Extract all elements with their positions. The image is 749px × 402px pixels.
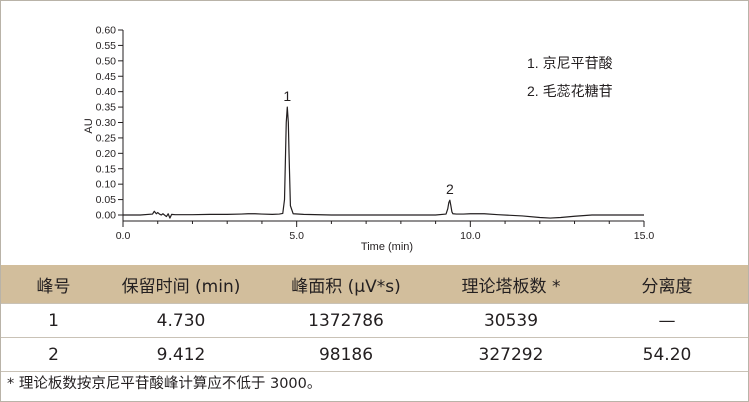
- y-axis-label: AU: [83, 118, 95, 133]
- chromatogram-chart: 0.00 0.05 0.10 0.15 0.20 0.25 0.30 0.35 0.40 0.45…: [1, 1, 748, 263]
- cell-peak-no: 1: [1, 304, 106, 338]
- y-tick-label: 0.55: [96, 40, 117, 52]
- y-tick-label: 0.25: [96, 132, 117, 144]
- legend-item-1: 1. 京尼平苷酸: [527, 55, 613, 71]
- cell-resolution: —: [586, 304, 748, 338]
- chromatogram-trace: [123, 107, 644, 218]
- cell-theoretical-plates: 327292: [436, 338, 586, 372]
- cell-peak-area: 98186: [256, 338, 436, 372]
- cell-retention-time: 4.730: [106, 304, 256, 338]
- header-retention-time: 保留时间 (min): [106, 265, 256, 304]
- x-axis-label: Time (min): [361, 241, 413, 253]
- peak-labels: 12: [283, 88, 454, 197]
- y-tick-label: 0.40: [96, 86, 117, 98]
- y-tick-label: 0.30: [96, 117, 117, 129]
- peak-label-2: 2: [446, 181, 454, 197]
- y-tick-label: 0.20: [96, 148, 117, 160]
- footnote: * 理论板数按京尼平苷酸峰计算应不低于 3000。: [7, 372, 321, 393]
- y-tick-label: 0.10: [96, 179, 117, 191]
- header-peak-area: 峰面积 (μV*s): [256, 265, 436, 304]
- header-peak-no: 峰号: [1, 265, 106, 304]
- series-layer: [123, 107, 644, 218]
- y-tick-label: 0.45: [96, 71, 117, 83]
- table-row: 1 4.730 1372786 30539 —: [1, 304, 748, 338]
- cell-resolution: 54.20: [586, 338, 748, 372]
- peak-table: 峰号 保留时间 (min) 峰面积 (μV*s) 理论塔板数 * 分离度 1 4…: [1, 265, 748, 372]
- peak-label-1: 1: [283, 88, 291, 104]
- y-tick-label: 0.35: [96, 102, 117, 114]
- x-tick-label: 0.0: [116, 230, 131, 242]
- header-theoretical-plates: 理论塔板数 *: [436, 265, 586, 304]
- cell-peak-area: 1372786: [256, 304, 436, 338]
- chromatogram-svg: 0.00 0.05 0.10 0.15 0.20 0.25 0.30 0.35 0.40 0.45…: [1, 1, 748, 263]
- x-tick-label: 10.0: [460, 230, 481, 242]
- y-tick-label: 0.60: [96, 25, 117, 37]
- y-tick-label: 0.00: [96, 210, 117, 222]
- cell-peak-no: 2: [1, 338, 106, 372]
- y-tick-label: 0.50: [96, 55, 117, 67]
- cell-retention-time: 9.412: [106, 338, 256, 372]
- table-header-row: 峰号 保留时间 (min) 峰面积 (μV*s) 理论塔板数 * 分离度: [1, 265, 748, 304]
- x-tick-label: 5.0: [289, 230, 304, 242]
- table-row: 2 9.412 98186 327292 54.20: [1, 338, 748, 372]
- y-tick-label: 0.15: [96, 163, 117, 175]
- header-resolution: 分离度: [586, 265, 748, 304]
- y-tick-label: 0.05: [96, 194, 117, 206]
- legend-item-2: 2. 毛蕊花糖苷: [527, 83, 613, 99]
- x-tick-label: 15.0: [634, 230, 655, 242]
- x-axis: 0.0 5.0 10.0 15.0: [116, 221, 655, 242]
- cell-theoretical-plates: 30539: [436, 304, 586, 338]
- y-axis: 0.00 0.05 0.10 0.15 0.20 0.25 0.30 0.35 0.40 0.45…: [96, 25, 123, 222]
